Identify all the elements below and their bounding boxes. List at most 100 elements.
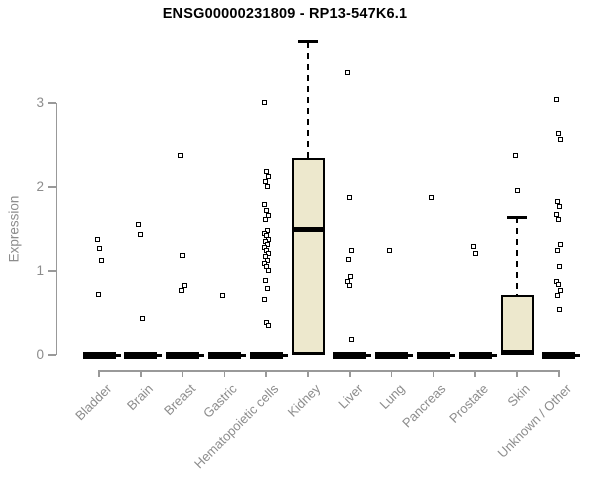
outlier-point xyxy=(428,195,434,201)
x-tick-label: Gastric xyxy=(200,381,241,421)
outlier-point xyxy=(265,213,271,219)
y-tick-mark xyxy=(48,102,56,104)
x-tick-mark xyxy=(432,370,435,377)
y-tick-mark xyxy=(48,270,56,272)
outlier-point xyxy=(261,99,267,105)
outlier-point xyxy=(264,286,270,292)
outlier-point xyxy=(179,287,185,293)
x-tick-label: Liver xyxy=(334,381,366,412)
x-tick-mark xyxy=(390,370,393,377)
outlier-point xyxy=(95,292,101,298)
y-tick-mark xyxy=(48,186,56,188)
upper-whisker-cap xyxy=(507,215,527,219)
collapsed-box-hematopoietic-cells xyxy=(249,351,283,359)
chart-title: ENSG00000231809 - RP13-547K6.1 xyxy=(162,6,408,22)
x-tick-label: Breast xyxy=(161,381,199,419)
collapsed-box-nub xyxy=(491,353,497,357)
outlier-point xyxy=(178,152,184,158)
x-tick-mark xyxy=(307,370,309,377)
collapsed-box-nub xyxy=(157,353,163,357)
outlier-point xyxy=(261,202,267,208)
x-tick-mark xyxy=(181,370,184,377)
upper-whisker xyxy=(306,41,310,158)
y-axis-line xyxy=(55,103,57,355)
outlier-point xyxy=(345,70,351,76)
x-tick-label: Lung xyxy=(376,381,408,413)
x-tick-label: Brain xyxy=(124,381,157,414)
y-tick-label: 3 xyxy=(36,95,44,110)
x-tick-mark xyxy=(516,370,518,377)
collapsed-box-unknown-other xyxy=(542,351,576,359)
y-tick-mark xyxy=(48,354,56,356)
outlier-point xyxy=(554,212,560,218)
box-skin xyxy=(500,295,534,355)
outlier-point xyxy=(554,97,560,103)
x-tick-mark xyxy=(349,370,351,377)
collapsed-box-nub xyxy=(366,353,372,357)
outlier-point xyxy=(264,242,270,248)
outlier-point xyxy=(265,323,271,329)
outlier-point xyxy=(558,287,564,293)
x-tick-label: Bladder xyxy=(72,381,115,424)
collapsed-box-nub xyxy=(575,353,581,357)
outlier-point xyxy=(349,247,355,253)
outlier-point xyxy=(262,277,268,283)
outlier-point xyxy=(264,183,270,189)
x-tick-mark xyxy=(265,370,267,377)
outlier-point xyxy=(556,130,562,136)
outlier-point xyxy=(558,136,564,142)
outlier-point xyxy=(470,244,476,250)
box-kidney xyxy=(291,157,325,355)
upper-whisker-cap xyxy=(298,40,318,44)
outlier-point xyxy=(180,252,186,258)
outlier-point xyxy=(182,282,188,288)
outlier-point xyxy=(347,195,353,201)
x-tick-mark xyxy=(140,370,142,377)
collapsed-box-breast xyxy=(166,351,200,359)
outlier-point xyxy=(98,257,104,263)
y-tick-label: 0 xyxy=(36,347,44,362)
collapsed-box-gastric xyxy=(207,351,241,359)
outlier-point xyxy=(555,292,561,298)
median-line xyxy=(291,227,325,233)
y-tick-label: 1 xyxy=(36,263,44,278)
outlier-point xyxy=(219,292,225,298)
x-tick-label: Unknown / Other xyxy=(494,381,575,461)
collapsed-box-nub xyxy=(408,353,414,357)
outlier-point xyxy=(346,256,352,262)
outlier-point xyxy=(557,307,563,313)
outlier-point xyxy=(265,250,271,256)
outlier-point xyxy=(136,222,142,228)
y-tick-label: 2 xyxy=(36,179,44,194)
outlier-point xyxy=(557,264,563,270)
outlier-point xyxy=(555,247,561,253)
outlier-point xyxy=(555,198,561,204)
collapsed-box-nub xyxy=(199,353,205,357)
x-tick-label: Skin xyxy=(504,381,533,410)
collapsed-box-nub xyxy=(240,353,246,357)
outlier-point xyxy=(263,169,269,175)
x-tick-mark xyxy=(98,370,100,377)
outlier-point xyxy=(265,236,271,242)
outlier-point xyxy=(557,203,563,209)
collapsed-box-brain xyxy=(124,351,158,359)
outlier-point xyxy=(348,274,354,280)
outlier-point xyxy=(261,297,267,303)
outlier-point xyxy=(514,187,520,193)
x-tick-label: Prostate xyxy=(445,381,491,426)
outlier-point xyxy=(96,245,102,251)
collapsed-box-nub xyxy=(282,353,288,357)
median-line xyxy=(500,350,534,355)
x-tick-mark xyxy=(474,370,476,377)
upper-whisker xyxy=(515,217,519,296)
x-tick-label: Pancreas xyxy=(399,381,450,431)
outlier-point xyxy=(347,282,353,288)
outlier-point xyxy=(556,281,562,287)
collapsed-box-liver xyxy=(333,351,367,359)
outlier-point xyxy=(265,174,271,180)
outlier-point xyxy=(94,237,100,243)
outlier-point xyxy=(349,336,355,342)
x-axis-line xyxy=(99,370,559,372)
outlier-point xyxy=(138,231,144,237)
